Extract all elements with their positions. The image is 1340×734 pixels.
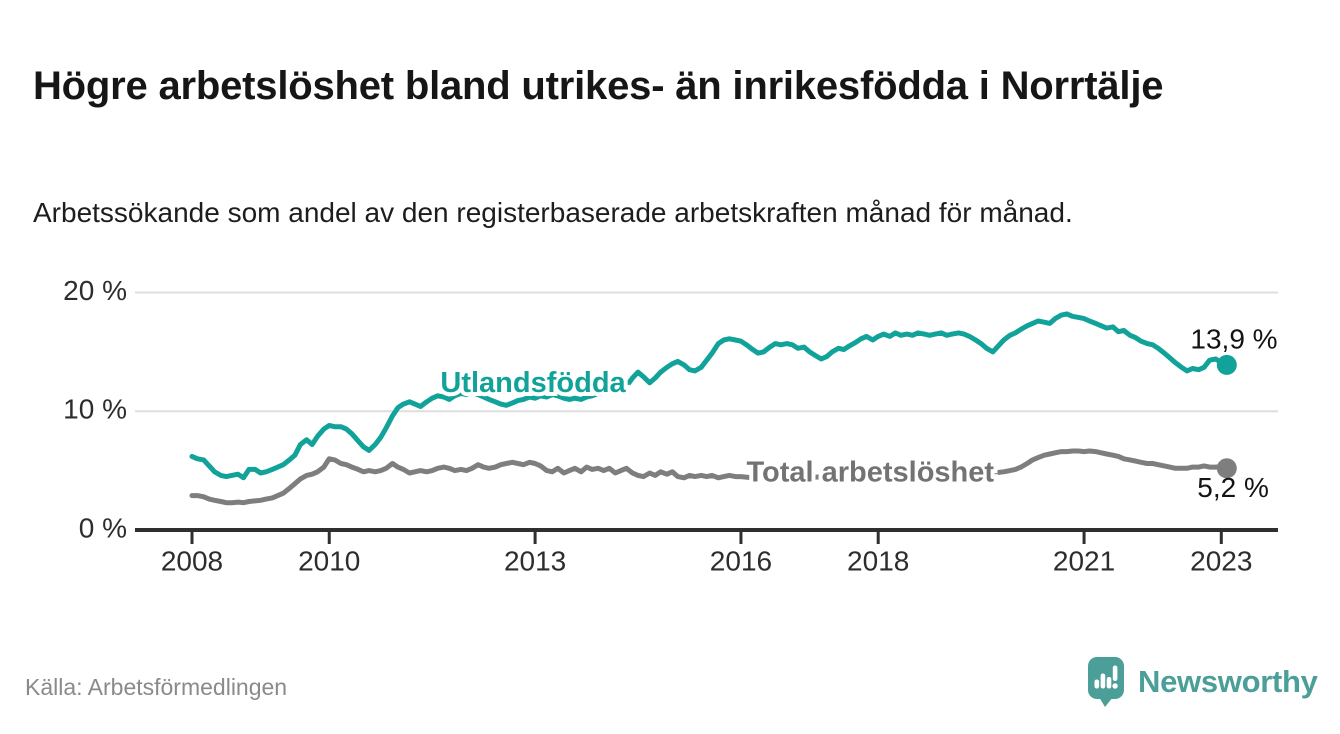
- page-title: Högre arbetslöshet bland utrikes- än inr…: [33, 63, 1164, 108]
- newsworthy-logo: Newsworthy: [1087, 656, 1318, 708]
- series-label-total-arbetsloshet: Total arbetslöshet: [746, 456, 994, 488]
- x-tick-label-2021: 2021: [1053, 545, 1115, 576]
- end-dot-total-arbetsloshet: [1216, 458, 1237, 479]
- y-tick-label-20: 20 %: [63, 275, 127, 306]
- series-label-utlandsfodda: Utlandsfödda: [440, 367, 626, 399]
- x-tick-label-2018: 2018: [847, 545, 909, 576]
- x-tick-label-2013: 2013: [504, 545, 566, 576]
- page-subtitle: Arbetssökande som andel av den registerb…: [33, 197, 1073, 228]
- end-dot-utlandsfodda: [1216, 354, 1237, 375]
- source-note: Källa: Arbetsförmedlingen: [25, 674, 288, 700]
- y-tick-label-0: 0 %: [79, 512, 127, 543]
- series-line-utlandsfodda: [189, 311, 1230, 481]
- newsworthy-logo-text: Newsworthy: [1138, 664, 1318, 699]
- x-tick-label-2008: 2008: [161, 545, 223, 576]
- x-tick-label-2010: 2010: [298, 545, 360, 576]
- x-tick-label-2023: 2023: [1190, 545, 1252, 576]
- y-tick-label-10: 10 %: [63, 394, 127, 425]
- value-label-utlandsfodda: 13,9 %: [1190, 324, 1277, 355]
- value-label-total-arbetsloshet: 5,2 %: [1197, 472, 1269, 503]
- newsworthy-speech-bubble-bar-chart-icon: [1088, 657, 1124, 707]
- series-line-total-arbetsloshet: [189, 448, 1230, 506]
- x-tick-label-2016: 2016: [710, 545, 772, 576]
